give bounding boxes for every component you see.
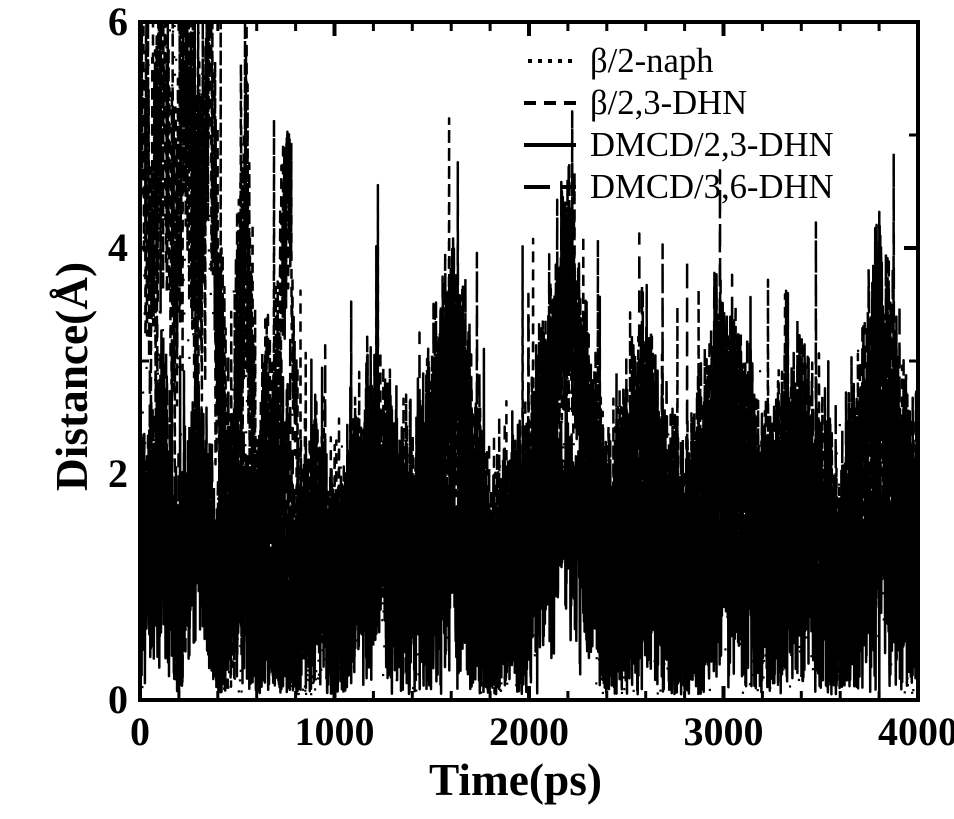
tick-label: 2: [70, 450, 128, 497]
legend-swatch: [520, 40, 580, 82]
legend-item: β/2-naph: [520, 40, 834, 82]
legend-swatch: [520, 166, 580, 208]
legend-label: DMCD/3,6-DHN: [590, 168, 834, 207]
legend-swatch: [520, 82, 580, 124]
distance-time-chart: Distance(Å) Time(ps) 0100020003000400002…: [0, 0, 954, 819]
legend-label: DMCD/2,3-DHN: [590, 126, 834, 165]
tick-label: 0: [70, 676, 128, 723]
legend-swatch: [520, 124, 580, 166]
tick-label: 4000: [858, 708, 954, 755]
x-axis-label: Time(ps): [429, 754, 602, 806]
legend: β/2-naphβ/2,3-DHNDMCD/2,3-DHNDMCD/3,6-DH…: [520, 40, 834, 208]
tick-label: 6: [70, 0, 128, 45]
legend-item: β/2,3-DHN: [520, 82, 834, 124]
legend-label: β/2,3-DHN: [590, 84, 747, 123]
legend-label: β/2-naph: [590, 42, 714, 81]
legend-item: DMCD/2,3-DHN: [520, 124, 834, 166]
legend-item: DMCD/3,6-DHN: [520, 166, 834, 208]
tick-label: 2000: [469, 708, 589, 755]
tick-label: 3000: [664, 708, 784, 755]
tick-label: 4: [70, 224, 128, 271]
tick-label: 1000: [275, 708, 395, 755]
